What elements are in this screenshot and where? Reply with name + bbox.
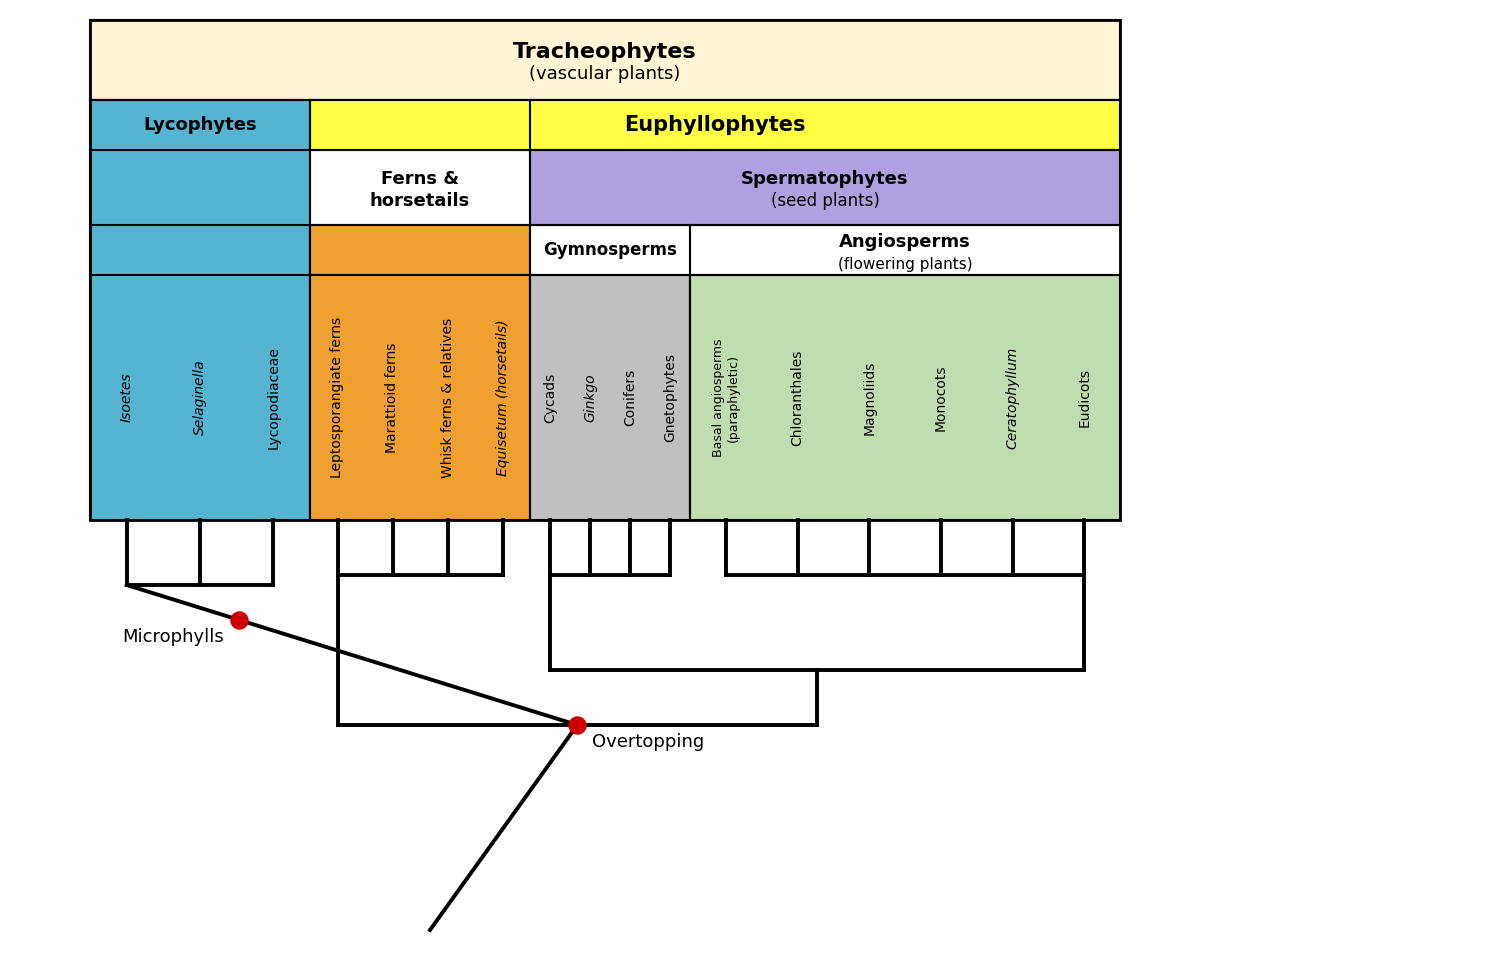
Bar <box>530 150 1120 225</box>
Text: Ferns &: Ferns & <box>381 171 459 188</box>
Text: Ceratophyllum: Ceratophyllum <box>1005 346 1020 449</box>
Text: Overtopping: Overtopping <box>592 733 705 751</box>
Point <box>228 612 252 628</box>
Text: Marattioid ferns: Marattioid ferns <box>386 342 399 452</box>
Text: Cycads: Cycads <box>543 372 556 422</box>
Text: Equisetum (horsetails): Equisetum (horsetails) <box>495 319 510 476</box>
Text: Monocots: Monocots <box>934 365 948 431</box>
Text: Selaginella: Selaginella <box>194 360 207 436</box>
Text: Chloranthales: Chloranthales <box>790 349 804 446</box>
Text: Gymnosperms: Gymnosperms <box>543 241 676 259</box>
Text: (seed plants): (seed plants) <box>771 192 879 211</box>
Text: Angiosperms: Angiosperms <box>839 233 970 251</box>
Text: Gnetophytes: Gnetophytes <box>663 353 676 442</box>
Bar <box>90 100 310 520</box>
Point <box>566 718 590 733</box>
Bar <box>530 275 690 520</box>
Bar <box>90 20 1120 520</box>
Text: Microphylls: Microphylls <box>123 628 225 646</box>
Text: Basal angiosperms
(paraphyletic): Basal angiosperms (paraphyletic) <box>712 338 740 456</box>
Text: Whisk ferns & relatives: Whisk ferns & relatives <box>441 318 454 478</box>
Text: (vascular plants): (vascular plants) <box>530 65 681 83</box>
Text: Euphyllophytes: Euphyllophytes <box>624 115 806 135</box>
Bar <box>310 100 1120 150</box>
Text: horsetails: horsetails <box>370 192 470 211</box>
Text: Ginkgo: Ginkgo <box>584 373 597 422</box>
Text: Spermatophytes: Spermatophytes <box>741 171 909 188</box>
Text: Isoetes: Isoetes <box>120 372 134 422</box>
Text: Leptosporangiate ferns: Leptosporangiate ferns <box>330 317 345 478</box>
Bar <box>310 225 530 520</box>
Text: (flowering plants): (flowering plants) <box>837 256 972 271</box>
Text: Lycophytes: Lycophytes <box>142 116 256 134</box>
Text: Eudicots: Eudicots <box>1077 368 1090 427</box>
Text: Tracheophytes: Tracheophytes <box>513 42 698 62</box>
Bar <box>90 20 1120 100</box>
Bar <box>690 275 1120 520</box>
Text: Magnoliids: Magnoliids <box>862 361 876 435</box>
Text: Conifers: Conifers <box>622 369 638 426</box>
Text: Lycopodiaceae: Lycopodiaceae <box>267 346 280 449</box>
